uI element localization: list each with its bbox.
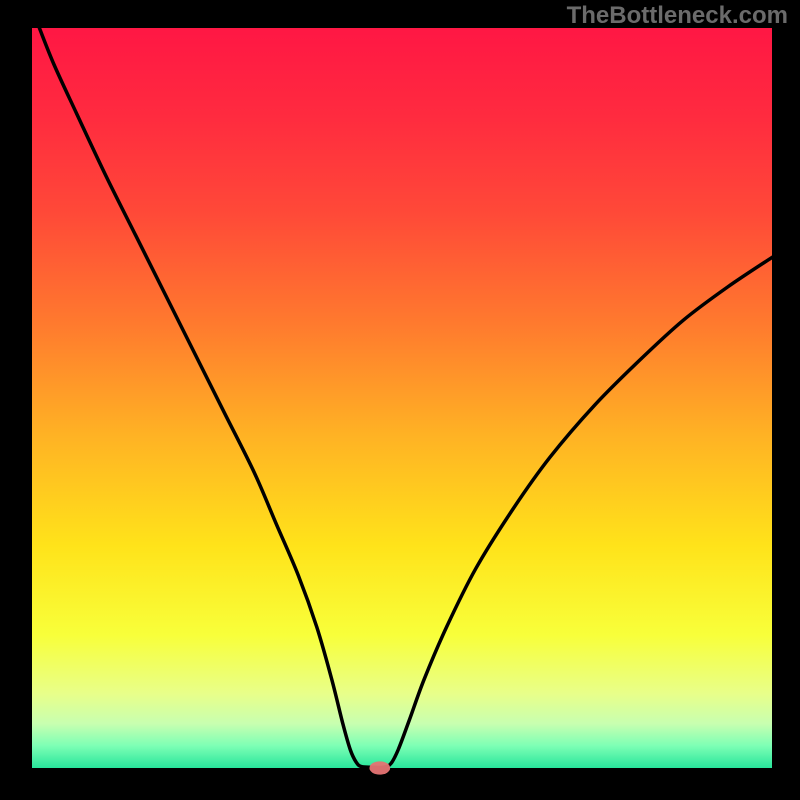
watermark-text: TheBottleneck.com — [567, 2, 788, 30]
chart-background — [32, 28, 772, 768]
minimum-marker — [369, 761, 390, 774]
bottleneck-chart — [0, 0, 800, 800]
root-container: TheBottleneck.com — [0, 0, 800, 800]
